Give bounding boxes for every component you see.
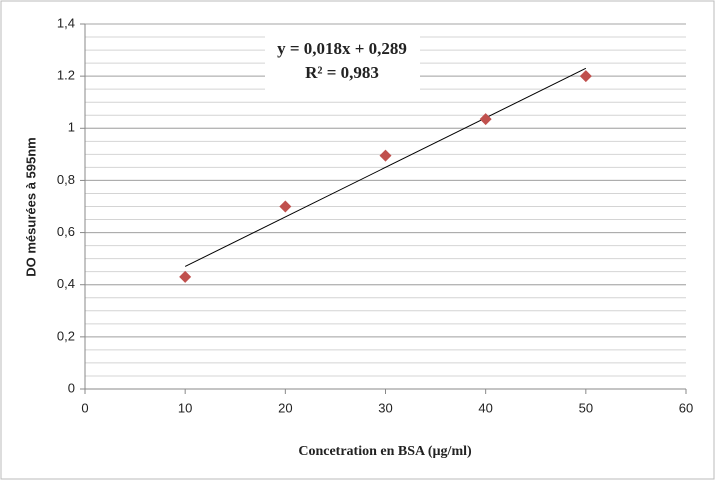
point [179,270,192,283]
y-tick-label: 0 [68,380,75,395]
x-tick-label: 20 [278,400,292,415]
x-tick-label: 40 [478,400,492,415]
x-tick-label: 0 [81,400,88,415]
y-tick-label: 1.2 [57,68,75,83]
point [379,149,392,162]
marks [179,67,592,283]
point [579,70,592,83]
y-tick-label: 0,2 [57,328,75,343]
x-tick-label: 50 [579,400,593,415]
x-tick-label: 60 [679,400,693,415]
annotation-box [265,36,420,92]
y-tick-label: 1,4 [57,15,75,30]
y-tick-label: 1 [68,120,75,135]
x-tick-label: 10 [178,400,192,415]
equation: y = 0,018x + 0,289 [277,39,407,58]
r-squared: R² = 0,983 [305,63,379,82]
trendline [184,67,587,267]
x-tick-label: 30 [378,400,392,415]
y-tick-label: 0,8 [57,172,75,187]
point [279,200,292,213]
point [479,113,492,126]
x-axis-title: Concetration en BSA (µg/ml) [298,444,472,459]
y-axis-title: DO mésurées à 595nm [23,137,38,276]
y-tick-label: 0,6 [57,224,75,239]
y-tick-label: 0,4 [57,276,75,291]
